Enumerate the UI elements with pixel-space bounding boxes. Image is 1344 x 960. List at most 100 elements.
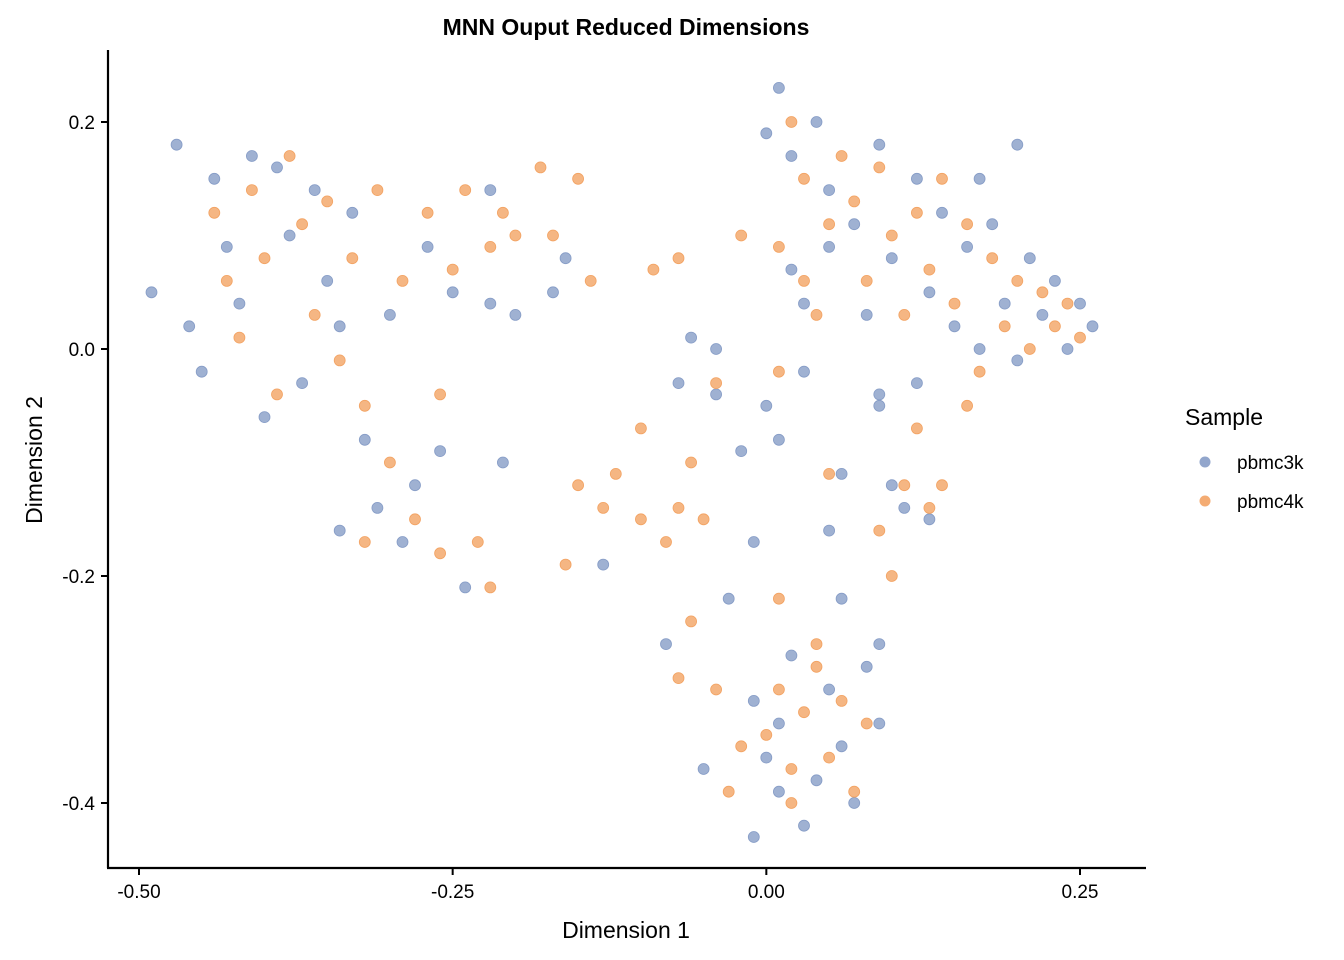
point-pbmc3k xyxy=(672,377,685,390)
point-pbmc3k xyxy=(873,638,886,650)
legend-title: Sample xyxy=(1185,404,1263,430)
point-pbmc3k xyxy=(986,218,999,231)
point-pbmc4k xyxy=(936,479,948,492)
point-pbmc4k xyxy=(358,399,371,412)
point-pbmc4k xyxy=(961,218,973,231)
legend-items: pbmc3k pbmc4k xyxy=(1199,453,1304,513)
point-pbmc4k xyxy=(1036,286,1049,299)
point-pbmc3k xyxy=(1011,138,1024,151)
point-pbmc3k xyxy=(1011,354,1024,367)
point-pbmc3k xyxy=(747,831,760,843)
point-pbmc4k xyxy=(823,218,835,231)
point-pbmc4k xyxy=(496,206,509,219)
point-pbmc3k xyxy=(271,161,283,174)
point-pbmc4k xyxy=(685,456,697,469)
point-pbmc3k xyxy=(358,433,371,446)
point-pbmc3k xyxy=(183,320,196,333)
point-pbmc4k xyxy=(484,240,497,253)
point-pbmc4k xyxy=(434,388,447,401)
point-pbmc3k xyxy=(885,479,898,492)
point-pbmc3k xyxy=(785,150,798,162)
point-pbmc3k xyxy=(760,751,773,764)
legend-key-pbmc4k xyxy=(1199,495,1211,507)
point-pbmc3k xyxy=(697,763,710,775)
point-pbmc4k xyxy=(208,206,221,219)
point-pbmc3k xyxy=(823,184,835,197)
point-pbmc4k xyxy=(672,252,685,265)
point-pbmc4k xyxy=(547,229,559,242)
point-pbmc4k xyxy=(459,184,472,197)
point-pbmc4k xyxy=(798,172,810,185)
point-pbmc3k xyxy=(421,240,434,253)
point-pbmc3k xyxy=(898,501,911,514)
point-pbmc3k xyxy=(785,263,798,276)
point-pbmc3k xyxy=(245,150,258,162)
point-pbmc4k xyxy=(773,240,785,253)
point-pbmc3k xyxy=(735,445,748,458)
point-pbmc4k xyxy=(471,536,484,548)
point-pbmc3k xyxy=(496,456,509,469)
point-pbmc4k xyxy=(823,467,835,480)
point-pbmc3k xyxy=(810,116,823,128)
point-pbmc4k xyxy=(961,399,973,412)
point-pbmc4k xyxy=(835,150,848,162)
point-pbmc3k xyxy=(823,683,835,696)
point-pbmc4k xyxy=(848,195,861,208)
point-pbmc4k xyxy=(509,229,522,242)
point-pbmc4k xyxy=(810,638,823,650)
point-pbmc3k xyxy=(233,297,246,310)
point-pbmc3k xyxy=(145,286,158,299)
point-pbmc4k xyxy=(271,388,283,401)
y-tick-label: -0.4 xyxy=(62,794,95,815)
point-pbmc4k xyxy=(898,308,911,321)
point-pbmc3k xyxy=(685,331,697,344)
point-pbmc4k xyxy=(986,252,999,265)
point-pbmc3k xyxy=(948,320,961,333)
point-pbmc4k xyxy=(534,161,547,174)
point-pbmc3k xyxy=(346,206,359,219)
point-pbmc3k xyxy=(747,695,760,707)
point-pbmc3k xyxy=(747,536,760,548)
x-tick-label: -0.25 xyxy=(431,882,474,903)
x-tick-label: -0.50 xyxy=(117,882,160,903)
point-pbmc4k xyxy=(798,706,810,719)
point-pbmc4k xyxy=(785,763,798,775)
point-pbmc4k xyxy=(296,218,309,231)
point-pbmc3k xyxy=(459,581,472,594)
point-pbmc4k xyxy=(773,365,785,378)
point-pbmc4k xyxy=(848,785,861,798)
point-pbmc3k xyxy=(798,297,810,310)
point-pbmc3k xyxy=(559,252,572,265)
point-pbmc3k xyxy=(923,286,936,299)
point-pbmc4k xyxy=(572,479,584,492)
point-pbmc4k xyxy=(885,570,898,582)
point-pbmc4k xyxy=(321,195,334,208)
point-pbmc4k xyxy=(798,274,810,287)
point-pbmc4k xyxy=(1049,320,1061,333)
point-pbmc4k xyxy=(1011,274,1024,287)
point-pbmc3k xyxy=(321,274,334,287)
point-pbmc4k xyxy=(735,740,748,753)
point-pbmc4k xyxy=(923,501,936,514)
point-pbmc4k xyxy=(672,672,685,684)
point-pbmc4k xyxy=(1023,343,1036,355)
point-pbmc4k xyxy=(823,751,835,764)
chart-title: MNN Ouput Reduced Dimensions xyxy=(443,14,810,40)
point-pbmc3k xyxy=(835,740,848,753)
point-pbmc4k xyxy=(685,615,697,628)
point-pbmc3k xyxy=(409,479,421,492)
point-pbmc4k xyxy=(371,184,384,197)
y-tick-label: -0.2 xyxy=(62,567,95,588)
point-pbmc3k xyxy=(308,184,321,197)
point-pbmc4k xyxy=(609,467,622,480)
point-pbmc4k xyxy=(383,456,396,469)
point-pbmc3k xyxy=(773,82,785,94)
point-pbmc3k xyxy=(860,308,873,321)
point-pbmc3k xyxy=(208,172,221,185)
point-pbmc3k xyxy=(773,785,785,798)
point-pbmc3k xyxy=(333,524,346,537)
point-pbmc3k xyxy=(835,467,848,480)
point-pbmc4k xyxy=(735,229,748,242)
point-pbmc4k xyxy=(936,172,948,185)
point-pbmc3k xyxy=(446,286,459,299)
